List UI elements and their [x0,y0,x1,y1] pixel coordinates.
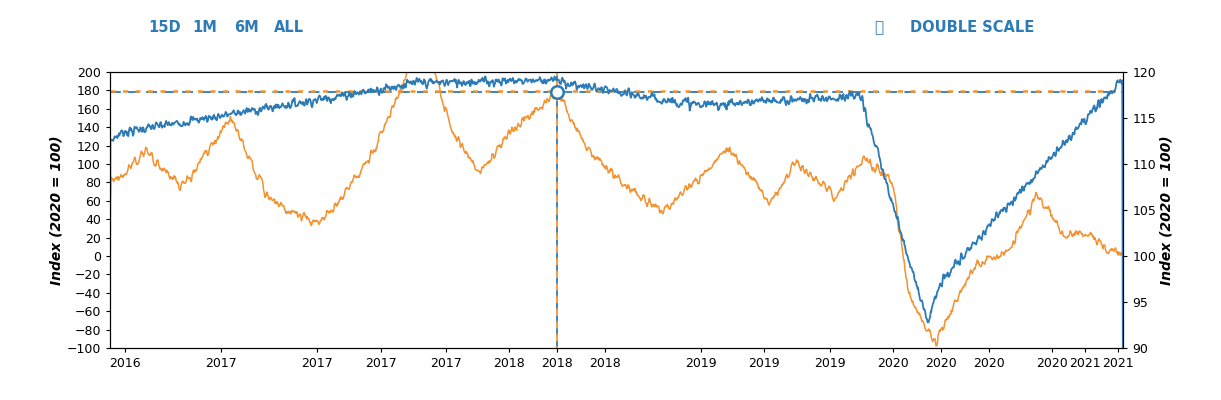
Y-axis label: Index (2020 = 100): Index (2020 = 100) [50,135,63,285]
Text: 15D: 15D [149,20,181,36]
Text: DOUBLE SCALE: DOUBLE SCALE [910,20,1034,36]
Y-axis label: Index (2020 = 100): Index (2020 = 100) [1159,135,1173,285]
Text: 1M: 1M [193,20,217,36]
Text: 6M: 6M [234,20,259,36]
Text: ALL: ALL [275,20,304,36]
Text: ⤴: ⤴ [874,20,884,36]
